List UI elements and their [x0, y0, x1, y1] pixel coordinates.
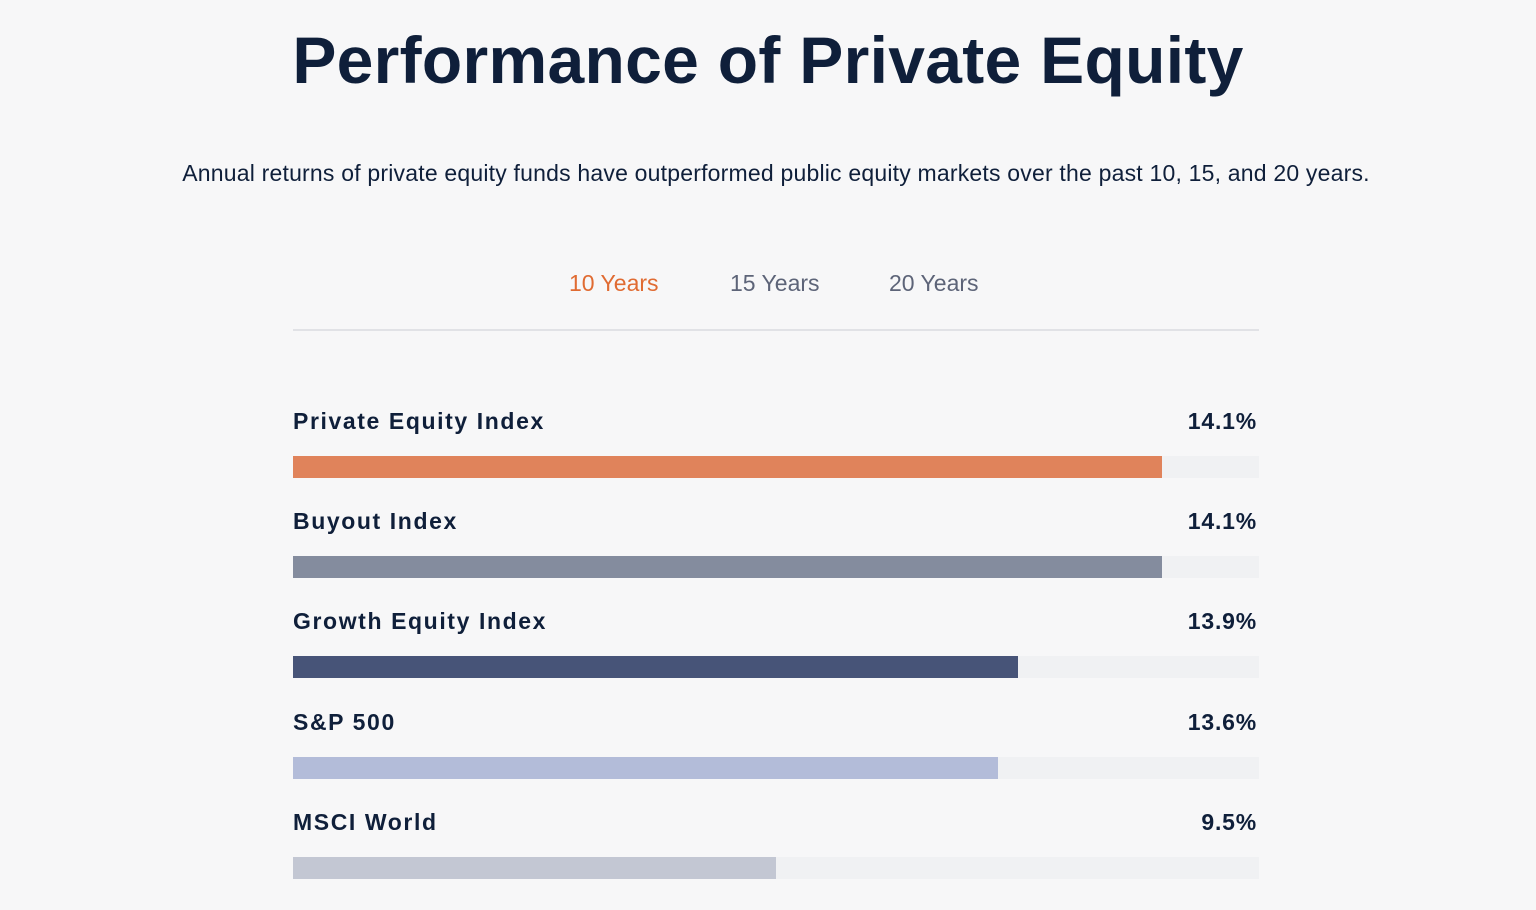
bar-label: MSCI World: [293, 809, 438, 835]
bar-row-growth-equity-index: Growth Equity Index 13.9%: [293, 598, 1259, 680]
bar-row-sp-500: S&P 500 13.6%: [293, 699, 1259, 781]
bar-value-label: 14.1%: [1187, 508, 1257, 534]
bar-label: Buyout Index: [293, 508, 458, 534]
page-title: Performance of Private Equity: [292, 23, 1244, 97]
bar-msci-world: [293, 857, 776, 879]
period-tabs: 10 Years 15 Years 20 Years: [293, 270, 1259, 331]
bar-label: S&P 500: [293, 709, 396, 735]
bar-growth-equity-index: [293, 656, 1018, 678]
tab-10-years[interactable]: 10 Years: [569, 270, 659, 296]
bar-track: [293, 456, 1259, 478]
bar-sp-500: [293, 757, 999, 779]
bar-track: [293, 857, 1259, 879]
bar-row-buyout-index: Buyout Index 14.1%: [293, 498, 1259, 580]
bar-value-label: 9.5%: [1201, 809, 1257, 835]
tab-15-years[interactable]: 15 Years: [730, 270, 820, 296]
bar-track: [293, 757, 1259, 779]
bar-private-equity-index: [293, 456, 1163, 478]
bar-label: Private Equity Index: [293, 408, 545, 434]
bar-value-label: 13.6%: [1187, 709, 1257, 735]
tab-20-years[interactable]: 20 Years: [889, 270, 979, 296]
bar-value-label: 14.1%: [1187, 408, 1257, 434]
bar-buyout-index: [293, 556, 1163, 578]
bar-track: [293, 656, 1259, 678]
bar-row-private-equity-index: Private Equity Index 14.1%: [293, 398, 1259, 480]
bar-track: [293, 556, 1259, 578]
bar-label: Growth Equity Index: [293, 608, 548, 634]
page-subtitle: Annual returns of private equity funds h…: [182, 160, 1370, 186]
bar-row-msci-world: MSCI World 9.5%: [293, 799, 1259, 881]
bar-value-label: 13.9%: [1187, 608, 1257, 634]
